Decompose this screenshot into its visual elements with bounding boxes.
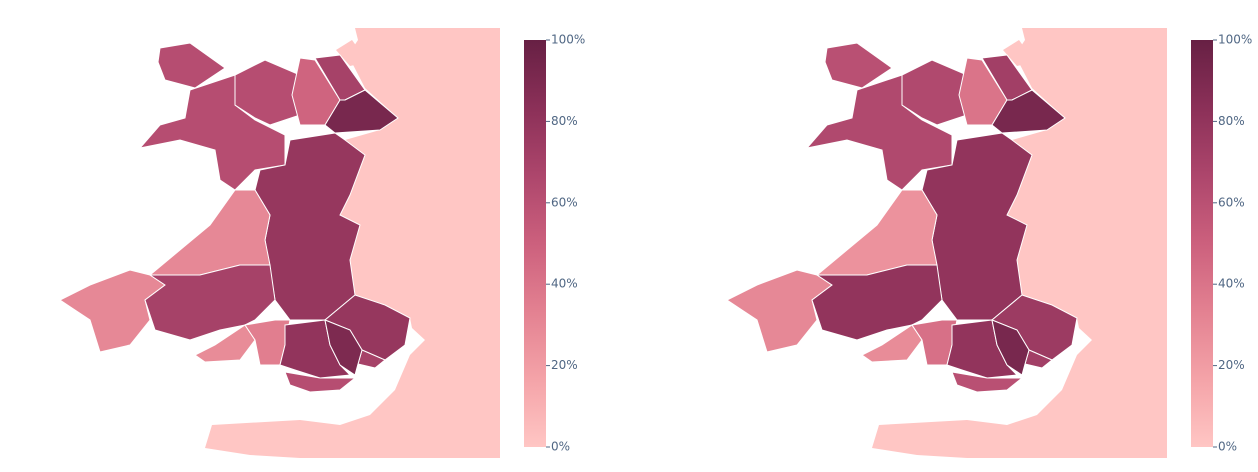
region [815,189,938,276]
colorbar-tick-label: 80% [1218,114,1245,128]
colorbar-tick-label: 20% [551,358,578,372]
colorbar-tick-label: 80% [551,114,578,128]
neighbor-land [205,28,500,458]
colorbar-tick-label: 100% [1218,33,1252,47]
colorbar-tick-label: 40% [1218,277,1245,291]
region [901,59,968,126]
region [951,371,1024,393]
map-panel: 0% 20% 40% 60% 80% 100% [59,28,585,458]
region [324,89,399,134]
region [726,269,833,353]
colorbar-tick-label: 60% [551,195,578,209]
region [148,189,271,276]
region [234,59,301,126]
region [284,371,357,393]
colorbar-tick-label: 40% [551,277,578,291]
region [324,319,363,376]
colorbar [1191,40,1213,447]
map-panel: 0% 20% 40% 60% 80% 100% [726,28,1252,458]
colorbar-tick-label: 0% [551,440,570,454]
region [991,89,1066,134]
neighbor-land [872,28,1167,458]
neighbor-land [336,40,368,66]
colorbar-tick-label: 20% [1218,358,1245,372]
colorbar-tick-label: 60% [1218,195,1245,209]
neighbor-land [1003,40,1035,66]
region [991,319,1030,376]
colorbar-tick-label: 0% [1218,440,1237,454]
region [59,269,166,353]
colorbar [524,40,546,447]
colorbar-tick-label: 100% [551,33,585,47]
